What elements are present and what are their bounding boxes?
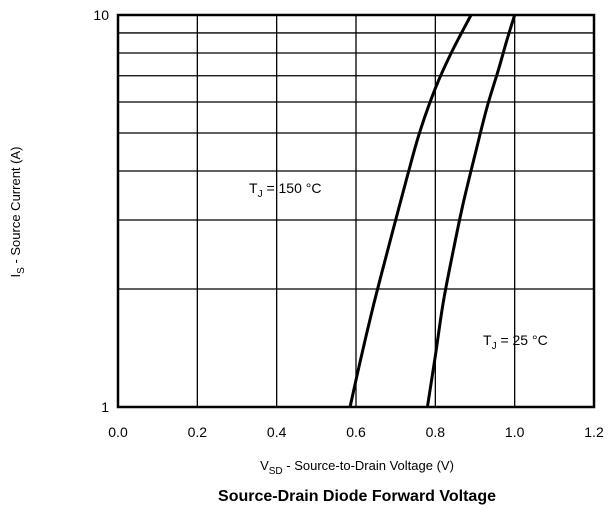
annotation-tj-150-subscript: J <box>258 189 263 200</box>
x-axis-label-text: - Source-to-Drain Voltage (V) <box>283 458 454 473</box>
annotation-tj-25-text: = 25 °C <box>497 332 548 348</box>
x-axis-label: VSD - Source-to-Drain Voltage (V) <box>260 458 454 477</box>
y-axis-label: IS - Source Current (A) <box>8 147 27 278</box>
x-tick-label: 0.0 <box>108 424 128 440</box>
y-tick-label: 1 <box>101 399 109 415</box>
x-axis-label-symbol: V <box>260 458 269 473</box>
y-axis-label-symbol: I <box>8 274 23 278</box>
series-annotations: TJ = 150 °C TJ = 25 °C <box>249 180 548 352</box>
annotation-tj-25-symbol: T <box>483 332 492 348</box>
annotation-tj-150-symbol: T <box>249 180 258 196</box>
x-tick-label: 1.0 <box>505 424 525 440</box>
x-tick-label: 0.6 <box>346 424 366 440</box>
plot-frame <box>116 13 596 409</box>
y-axis-label-subscript: S <box>16 267 27 274</box>
grid-lines <box>117 15 595 407</box>
x-tick-label: 1.2 <box>584 424 604 440</box>
annotation-tj-150: TJ = 150 °C <box>249 180 321 200</box>
chart-title: Source-Drain Diode Forward Voltage <box>218 488 496 505</box>
tick-labels: 0.0 0.2 0.4 0.6 0.8 1.0 1.2 1 10 <box>93 7 604 440</box>
series-lines <box>348 14 517 408</box>
series-line-tj-150 <box>348 14 473 408</box>
annotation-tj-25: TJ = 25 °C <box>483 332 548 352</box>
y-tick-label: 10 <box>93 7 109 23</box>
x-axis-label-subscript: SD <box>269 466 283 477</box>
x-tick-label: 0.8 <box>426 424 446 440</box>
y-axis-label-text: - Source Current (A) <box>8 147 23 268</box>
annotation-tj-150-text: = 150 °C <box>263 180 322 196</box>
series-line-tj-25 <box>425 14 517 408</box>
x-tick-label: 0.4 <box>267 424 287 440</box>
x-tick-label: 0.2 <box>188 424 208 440</box>
annotation-tj-25-subscript: J <box>492 341 497 352</box>
